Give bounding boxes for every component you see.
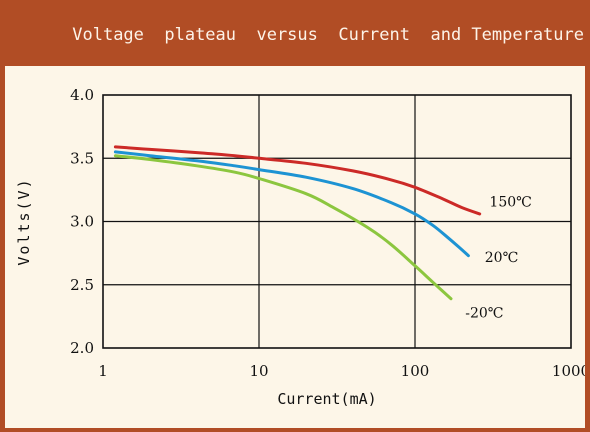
chart-panel: 2.0 2.5 3.0 3.5 4.0 1 10 100 1000 150℃ 20℃ -20℃ V… (5, 66, 585, 428)
x-tick-labels: 1 10 100 1000 (98, 362, 585, 380)
y-axis-label: Volts(V) (15, 177, 33, 265)
x-tick-label: 1000 (552, 362, 585, 380)
series-line (113, 150, 470, 258)
y-tick-labels: 2.0 2.5 3.0 3.5 4.0 (70, 86, 94, 357)
voltage-chart: 2.0 2.5 3.0 3.5 4.0 1 10 100 1000 150℃ 20℃ -20℃ V… (15, 86, 585, 408)
x-tick-label: 10 (249, 362, 268, 380)
y-tick-label: 2.0 (70, 339, 94, 357)
series-lines (113, 145, 482, 301)
series-label: -20℃ (465, 306, 503, 322)
y-tick-label: 4.0 (70, 86, 94, 104)
x-axis-label: Current(mA) (277, 390, 376, 408)
series-line (113, 145, 482, 216)
series-line (113, 154, 453, 301)
y-tick-label: 2.5 (70, 276, 94, 294)
series-labels: 150℃ 20℃ -20℃ (465, 194, 532, 321)
x-tick-label: 1 (98, 362, 108, 380)
x-tick-label: 100 (401, 362, 430, 380)
y-tick-label: 3.0 (70, 213, 94, 231)
y-tick-label: 3.5 (70, 149, 94, 167)
chart-title: Voltage plateau versus Current and Tempe… (72, 25, 584, 45)
plot-border (102, 94, 572, 349)
series-label: 150℃ (489, 194, 531, 210)
series-label: 20℃ (485, 250, 518, 266)
